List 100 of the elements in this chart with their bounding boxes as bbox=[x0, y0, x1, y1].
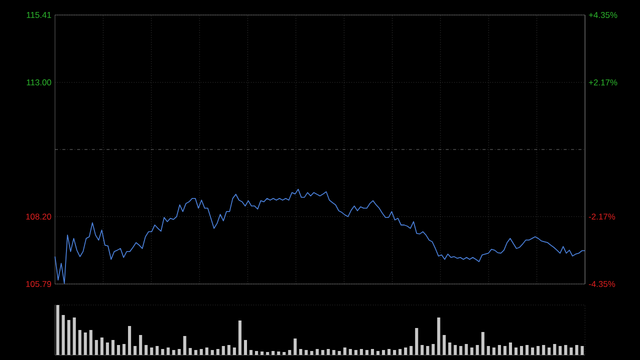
bar bbox=[266, 352, 270, 355]
bar bbox=[332, 350, 336, 355]
bar bbox=[172, 350, 176, 355]
bar bbox=[288, 350, 292, 355]
bar bbox=[476, 345, 479, 355]
bar bbox=[464, 344, 468, 355]
bar bbox=[548, 348, 551, 355]
bar bbox=[382, 350, 386, 355]
bar bbox=[514, 348, 518, 355]
bar bbox=[89, 330, 92, 355]
bar bbox=[244, 340, 247, 355]
bar bbox=[277, 352, 280, 355]
bar bbox=[365, 350, 368, 355]
y2-tick-label: -4.35% bbox=[588, 281, 616, 287]
y2-tick-label: +4.35% bbox=[588, 12, 618, 18]
bar bbox=[321, 350, 324, 355]
y-tick-label: 113.00 bbox=[26, 79, 52, 86]
bar bbox=[326, 349, 330, 355]
bar bbox=[161, 349, 164, 355]
bar bbox=[134, 346, 137, 355]
bar bbox=[216, 349, 220, 355]
bar bbox=[178, 349, 181, 355]
bar bbox=[282, 352, 286, 355]
bar bbox=[316, 349, 319, 355]
bar bbox=[232, 348, 236, 355]
bar bbox=[210, 350, 214, 355]
bar bbox=[72, 318, 76, 355]
bar bbox=[338, 351, 341, 355]
bar bbox=[62, 315, 65, 355]
bar bbox=[503, 346, 506, 355]
bar bbox=[486, 346, 490, 355]
bar bbox=[260, 352, 264, 355]
bar bbox=[508, 342, 512, 355]
bar bbox=[398, 349, 402, 355]
bar bbox=[564, 345, 568, 355]
bar bbox=[442, 335, 446, 355]
bar bbox=[580, 346, 584, 355]
bar bbox=[299, 349, 302, 355]
bar bbox=[558, 346, 562, 355]
bar bbox=[542, 345, 546, 355]
bar bbox=[128, 326, 132, 355]
bar bbox=[415, 328, 418, 355]
bar bbox=[183, 336, 186, 355]
bar bbox=[100, 338, 104, 355]
bar bbox=[492, 348, 496, 355]
bar bbox=[166, 348, 170, 355]
bar bbox=[420, 345, 424, 355]
bar bbox=[498, 345, 501, 355]
bar bbox=[294, 338, 297, 355]
bar bbox=[188, 348, 192, 355]
bar bbox=[67, 320, 70, 355]
bar bbox=[426, 346, 430, 355]
bar bbox=[481, 332, 484, 355]
bar bbox=[404, 348, 408, 355]
bar bbox=[536, 346, 540, 355]
bar bbox=[272, 351, 275, 355]
bar bbox=[437, 318, 440, 355]
y2-tick-label: +2.17% bbox=[588, 79, 618, 86]
bar bbox=[78, 330, 82, 355]
bar bbox=[526, 345, 529, 355]
bar bbox=[360, 349, 363, 355]
bar bbox=[150, 348, 154, 355]
bar bbox=[139, 335, 142, 355]
bar bbox=[343, 348, 346, 355]
bar bbox=[144, 345, 148, 355]
bar bbox=[156, 346, 159, 355]
bar bbox=[575, 345, 578, 355]
bar bbox=[553, 344, 556, 355]
bar bbox=[388, 349, 391, 355]
bar bbox=[254, 351, 258, 355]
bar bbox=[194, 350, 198, 355]
bar bbox=[454, 345, 457, 355]
bar bbox=[393, 350, 396, 355]
bar bbox=[84, 332, 87, 355]
bar bbox=[122, 344, 126, 355]
bar bbox=[116, 345, 120, 355]
bar bbox=[459, 346, 462, 355]
bar bbox=[304, 350, 308, 355]
bar bbox=[205, 348, 208, 355]
bar bbox=[310, 351, 314, 355]
bar bbox=[106, 342, 109, 355]
bar bbox=[370, 349, 374, 355]
bar bbox=[111, 340, 114, 355]
bar bbox=[448, 342, 452, 355]
bar bbox=[531, 348, 534, 355]
bar bbox=[249, 350, 253, 355]
bar bbox=[354, 350, 358, 355]
y-tick-label: 105.79 bbox=[26, 281, 52, 287]
y2-tick-label: -2.17% bbox=[588, 214, 616, 220]
bar bbox=[238, 320, 242, 355]
y-tick-label: 115.41 bbox=[26, 12, 52, 18]
y-tick-label: 108.20 bbox=[26, 214, 52, 220]
bar bbox=[348, 349, 352, 355]
bar bbox=[570, 348, 573, 355]
bar bbox=[227, 345, 230, 355]
line-series bbox=[54, 188, 586, 284]
bar bbox=[520, 346, 524, 355]
bar bbox=[470, 348, 474, 355]
bar bbox=[94, 340, 98, 355]
bar bbox=[432, 344, 435, 355]
